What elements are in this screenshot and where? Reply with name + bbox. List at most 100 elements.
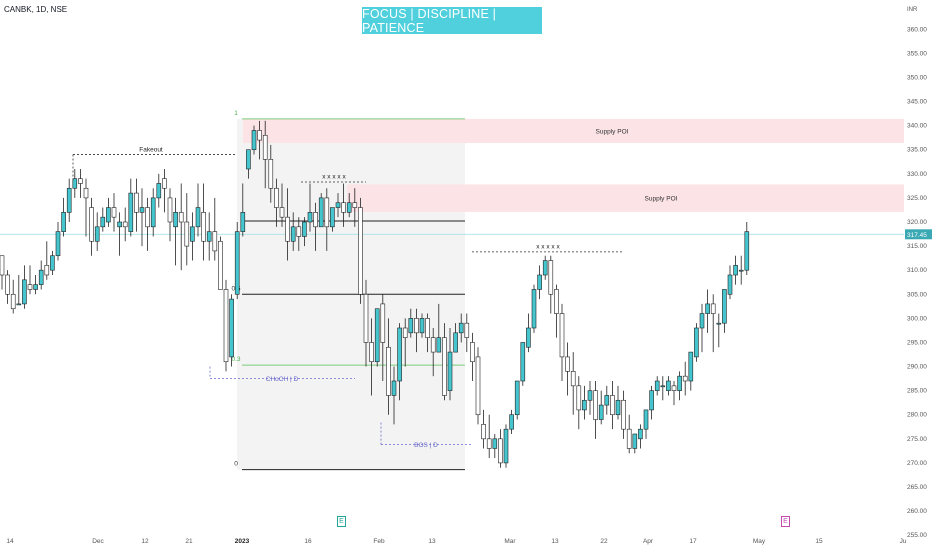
candle [710, 294, 716, 353]
x-tick-label: 2023 [235, 538, 250, 545]
candle [666, 376, 671, 396]
candle [0, 255, 5, 290]
candle [582, 385, 587, 420]
candle [66, 178, 72, 222]
candle [537, 265, 542, 300]
candle [10, 279, 16, 314]
candle [419, 313, 425, 338]
candle [548, 255, 554, 314]
levels-layer: 10.50.30 [0, 110, 904, 471]
candle [576, 376, 582, 430]
y-tick-label: 315.00 [907, 243, 927, 250]
fib-level-label: 1 [234, 110, 238, 117]
candle [268, 144, 274, 203]
y-tick-label: 265.00 [907, 484, 927, 491]
candle [514, 380, 520, 420]
candle [234, 222, 240, 300]
candle [206, 212, 212, 261]
annotations-layer: Fakeout CHoCH | D BOS | D x x x x x x x x x … [72, 147, 622, 449]
earnings-icon[interactable]: E [781, 516, 790, 527]
last-price-badge [905, 229, 932, 240]
candle [94, 212, 100, 251]
motto-banner: FOCUS | DISCIPLINE | PATIENCE [362, 7, 542, 35]
candle [61, 197, 66, 237]
candle [167, 188, 173, 242]
candle [240, 183, 246, 237]
candle [727, 265, 733, 300]
candle [352, 188, 358, 227]
price-axis: INR 255.00 260.00 265.00 270.00 275.00 280.00 2… [905, 7, 932, 539]
candle [436, 303, 442, 353]
candle [290, 212, 296, 251]
candle [190, 212, 195, 261]
x-tick-label: 13 [551, 538, 559, 545]
candle [408, 308, 414, 338]
candle [302, 217, 307, 247]
candle [391, 366, 397, 425]
candle [486, 414, 492, 459]
candle [509, 409, 514, 434]
x-tick-label: 21 [185, 538, 193, 545]
y-tick-label: 295.00 [907, 339, 927, 346]
choch-label: CHoCH | D [266, 376, 299, 383]
candle [285, 188, 290, 261]
candle [117, 212, 122, 256]
y-tick-label: 335.00 [907, 147, 927, 154]
x-tick-label: 12 [141, 538, 149, 545]
candle [184, 193, 190, 266]
x-tick-label: 13 [428, 538, 436, 545]
candle [464, 313, 470, 353]
candle [100, 207, 106, 232]
candle [604, 385, 610, 415]
supply-zone-label: Supply POI [645, 196, 678, 203]
y-tick-label: 280.00 [907, 412, 927, 419]
candle [694, 323, 699, 362]
candle [632, 433, 638, 454]
candle [246, 149, 251, 179]
fib-level-label: 0.3 [231, 356, 240, 363]
candle [626, 414, 632, 454]
candle [458, 313, 464, 343]
candle [481, 409, 486, 449]
currency-label: INR [907, 7, 918, 13]
symbol-title[interactable]: CANBK, 1D, NSE [4, 5, 68, 14]
candle [503, 424, 509, 468]
candle [470, 332, 475, 381]
candle [33, 275, 38, 295]
candle [324, 188, 330, 251]
candle [526, 313, 531, 353]
candle [397, 323, 402, 401]
candle [414, 308, 419, 353]
candle [251, 125, 257, 155]
candle [587, 381, 593, 415]
candle [615, 385, 621, 420]
y-tick-label: 260.00 [907, 508, 927, 515]
bos-label: BOS | D [414, 442, 438, 449]
candle [83, 178, 89, 237]
x-tick-label: Feb [373, 538, 385, 545]
candle [453, 323, 458, 353]
y-tick-label: 345.00 [907, 99, 927, 106]
candle [492, 434, 498, 459]
candle [733, 255, 738, 285]
candle [27, 265, 33, 295]
x-tick-label: 14 [6, 538, 14, 545]
candle [16, 275, 22, 306]
candle [598, 390, 604, 425]
candle [22, 265, 27, 309]
candle [335, 193, 341, 218]
y-tick-label: 305.00 [907, 291, 927, 298]
candle [688, 351, 694, 391]
candle [699, 303, 705, 353]
candle [330, 207, 335, 232]
earnings-icon[interactable]: E [337, 516, 346, 527]
candle [279, 183, 285, 227]
candle [212, 197, 218, 261]
candle [195, 183, 201, 237]
supply-zone [243, 118, 904, 143]
y-tick-label: 330.00 [907, 171, 927, 178]
candle [660, 376, 666, 401]
candle [346, 193, 352, 218]
candle [442, 323, 447, 401]
